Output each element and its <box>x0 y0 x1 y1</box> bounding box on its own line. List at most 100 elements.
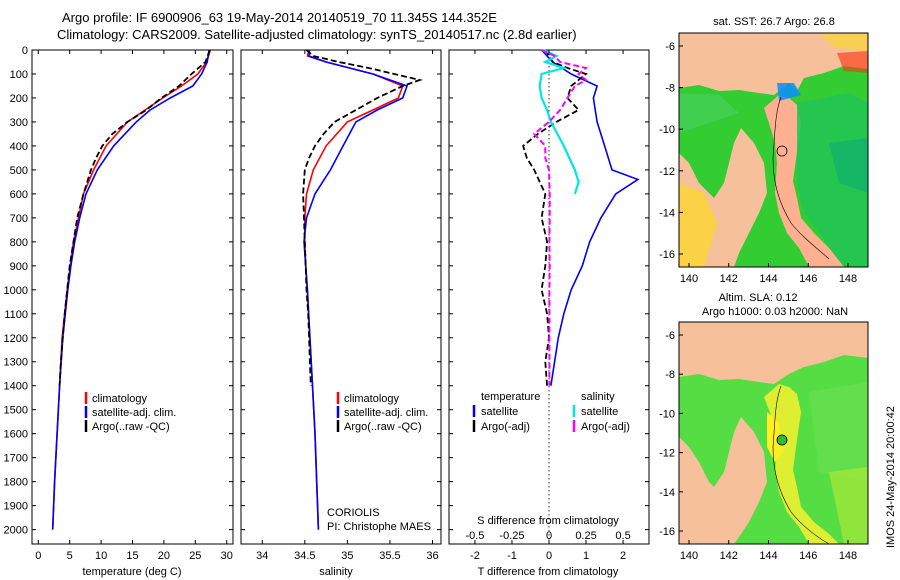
sla-map-lat-ticks: -6 -8 -10 -12 -14 -16 <box>659 330 683 538</box>
salinity-xlabel: salinity <box>319 566 353 578</box>
lon-tick-label: 148 <box>839 273 857 285</box>
temperature-lines <box>51 49 212 530</box>
salinity-difference-ticks: -0.5 -0.25 0 0.25 0.5 <box>465 530 631 544</box>
legend-t-satellite: satellite <box>481 406 518 418</box>
lat-tick-label: -16 <box>659 249 675 261</box>
lat-tick-label: -14 <box>659 207 675 219</box>
s-tick-label: -0.25 <box>499 530 524 542</box>
legend-satellite: satellite-adj. clim. <box>92 407 176 419</box>
salinity-depth-ticks <box>241 49 441 531</box>
lat-tick-label: -6 <box>665 41 675 53</box>
x-tick-label: 10 <box>95 550 107 562</box>
lon-tick-label: 140 <box>680 550 698 562</box>
depth-tick-label: 400 <box>10 141 28 153</box>
temperature-legend: climatology satellite-adj. clim. Argo(..… <box>84 392 176 433</box>
s-tick-label: -0.5 <box>465 530 484 542</box>
sst-map-lat-ticks: -6 -8 -10 -12 -14 -16 <box>659 41 683 261</box>
depth-tick-label: 700 <box>10 213 28 225</box>
s-tick-label: 0 <box>546 530 552 542</box>
lat-tick-label: -8 <box>665 369 675 381</box>
title-line-1: Argo profile: IF 6900906_63 19-May-2014 … <box>62 10 497 25</box>
x-tick-label: 35 <box>341 550 353 562</box>
series-line-t-argo <box>522 49 588 386</box>
difference-depth-ticks <box>449 49 649 531</box>
legend-argo: Argo(..raw -QC) <box>92 421 170 433</box>
t-tick-label: 1 <box>583 550 589 562</box>
lon-tick-label: 146 <box>799 550 817 562</box>
x-tick-label: 36 <box>426 550 438 562</box>
depth-tick-label: 1200 <box>4 333 28 345</box>
depth-tick-label: 1000 <box>4 285 28 297</box>
sla-map-area <box>679 322 868 544</box>
sla-map: Altim. SLA: 0.12 Argo h1000: 0.03 h2000:… <box>659 292 869 562</box>
x-tick-label: 0 <box>35 550 41 562</box>
lon-tick-label: 142 <box>720 550 738 562</box>
x-tick-label: 35.5 <box>379 550 400 562</box>
series-line-argo <box>302 49 423 386</box>
temperature-panel: 0100200300400500600700800900100011001200… <box>4 45 234 578</box>
t-difference-xlabel: T difference from climatology <box>478 566 619 578</box>
lat-tick-label: -12 <box>659 448 675 460</box>
lat-tick-label: -6 <box>665 330 675 342</box>
sst-map-lon-ticks: 140 142 144 146 148 <box>680 263 857 285</box>
depth-axis-ticks: 0 100 200 300 400 500 600 700 800 900 1000 1100 1200… <box>4 45 233 537</box>
legend-temperature-heading: temperature <box>481 391 540 403</box>
x-tick-label: 20 <box>158 550 170 562</box>
imos-timestamp: IMOS 24-May-2014 20:00:42 <box>885 406 897 548</box>
sla-map-title-2: Argo h1000: 0.03 h2000: NaN <box>702 306 848 318</box>
salinity-lines <box>302 49 423 530</box>
x-tick-label: 25 <box>189 550 201 562</box>
depth-tick-label: 1100 <box>4 309 28 321</box>
depth-tick-label: 0 <box>22 45 28 57</box>
legend-s-argo: Argo(-adj) <box>581 421 630 433</box>
sla-map-title-1: Altim. SLA: 0.12 <box>719 292 798 304</box>
depth-tick-label: 1600 <box>4 429 28 441</box>
x-tick-label: 34 <box>256 550 268 562</box>
s-tick-label: 0.25 <box>575 530 596 542</box>
temperature-difference-ticks: -2 -1 0 1 2 <box>470 50 626 562</box>
depth-tick-label: 300 <box>10 117 28 129</box>
series-line-s-argo <box>532 49 589 386</box>
coriolis-label: CORIOLIS <box>327 507 380 519</box>
legend-s-satellite: satellite <box>581 406 618 418</box>
lon-tick-label: 140 <box>680 273 698 285</box>
sst-map-area <box>679 33 868 267</box>
sst-map: sat. SST: 26.7 Argo: 26.8 -6-8-10-12-14-… <box>659 16 869 285</box>
t-tick-label: -2 <box>470 550 480 562</box>
depth-tick-label: 1500 <box>4 405 28 417</box>
s-tick-label: 0.5 <box>615 530 630 542</box>
lon-tick-label: 144 <box>759 550 777 562</box>
t-tick-label: 2 <box>620 550 626 562</box>
lat-tick-label: -12 <box>659 166 675 178</box>
lat-tick-label: -14 <box>659 487 675 499</box>
depth-tick-label: 1300 <box>4 357 28 369</box>
legend-salinity-heading: salinity <box>581 391 615 403</box>
series-line-t-satellite <box>541 49 640 386</box>
temperature-xlabel: temperature (deg C) <box>82 566 181 578</box>
legend-satellite: satellite-adj. clim. <box>344 407 428 419</box>
x-tick-label: 15 <box>126 550 138 562</box>
lon-tick-label: 146 <box>799 273 817 285</box>
legend-t-argo: Argo(-adj) <box>481 421 530 433</box>
legend-argo: Argo(..raw -QC) <box>344 421 422 433</box>
lat-tick-label: -10 <box>659 408 675 420</box>
depth-tick-label: 800 <box>10 237 28 249</box>
series-line-satellite <box>303 50 409 530</box>
argo-location-marker <box>776 434 788 446</box>
salinity-panel: 34 34.5 35 35.5 36 salinity climatology sate… <box>240 49 442 578</box>
lat-tick-label: -10 <box>659 124 675 136</box>
temperature-axis-ticks: 0 5 10 15 20 25 30 <box>35 50 233 562</box>
title-line-2: Climatology: CARS2009. Satellite-adjuste… <box>57 27 577 42</box>
salinity-axis-ticks: 34 34.5 35 35.5 36 <box>256 50 439 562</box>
depth-tick-label: 1900 <box>4 501 28 513</box>
sst-map-title: sat. SST: 26.7 Argo: 26.8 <box>713 16 835 28</box>
sla-map-lon-ticks: 140 142 144 146 148 <box>680 540 857 562</box>
series-line-argo <box>58 49 211 386</box>
difference-panel: -0.5 -0.25 0 0.25 0.5 -2 -1 0 1 2 S difference f… <box>448 49 650 578</box>
depth-tick-label: 100 <box>10 69 28 81</box>
series-line-s-satellite <box>538 49 580 195</box>
depth-tick-label: 2000 <box>4 525 28 537</box>
salinity-legend: climatology satellite-adj. clim. Argo(..… <box>336 392 428 433</box>
depth-tick-label: 200 <box>10 93 28 105</box>
